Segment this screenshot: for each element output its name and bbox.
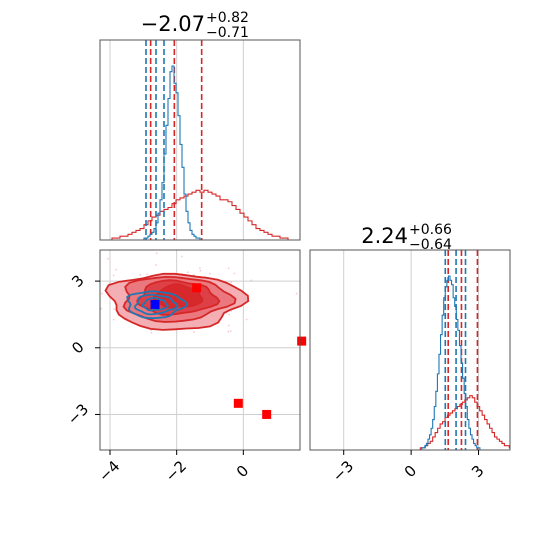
red-marker-1 xyxy=(233,398,243,408)
x1-x2-joint-panel: −4 −2 0 −3 0 3 xyxy=(64,249,307,485)
scatter-point xyxy=(155,264,157,267)
scatter-point xyxy=(180,255,183,258)
scatter-point xyxy=(229,330,232,333)
x-tick-label: 3 xyxy=(468,462,487,481)
x2-marginal-histograms xyxy=(417,250,510,450)
x1-title-minus: −0.71 xyxy=(206,25,249,41)
scatter-point xyxy=(101,292,103,295)
x2-marginal-panel: −3 0 3 2.24 +0.66 −0.64 xyxy=(309,222,511,485)
scatter-point xyxy=(245,318,248,321)
scatter-point xyxy=(87,346,89,348)
x2-title-minus: −0.64 xyxy=(409,237,452,253)
joint-x-ticks: −4 −2 0 xyxy=(95,450,252,485)
blue-contours xyxy=(126,290,189,320)
x2-title-plus: +0.66 xyxy=(409,222,452,238)
scatter-point xyxy=(295,292,298,295)
scatter-point xyxy=(108,282,111,284)
blue-marker-0 xyxy=(150,299,160,309)
x2-marginal-x-ticks: −3 0 3 xyxy=(329,450,488,485)
scatter-point xyxy=(228,313,231,316)
scatter-point xyxy=(198,266,201,269)
x1-hist-series-1 xyxy=(100,65,300,240)
scatter-point xyxy=(227,324,230,327)
x-tick-label: −2 xyxy=(162,457,190,485)
x1-marginal-histograms xyxy=(100,40,300,240)
x1-marginal-frame xyxy=(99,39,301,241)
x1-marginal-grid xyxy=(109,40,244,240)
scatter-point xyxy=(115,268,118,271)
scatter-point xyxy=(199,269,202,272)
x1-hist-series-0 xyxy=(100,189,300,240)
y-tick-label: 3 xyxy=(68,271,87,290)
scatter-point xyxy=(139,273,142,276)
scatter-point xyxy=(227,267,230,270)
scatter-point xyxy=(112,274,115,277)
blue-contour-level-1 xyxy=(134,293,179,316)
joint-y-ticks: −3 0 3 xyxy=(64,271,100,429)
x2-marginal-frame xyxy=(309,249,511,451)
blue-contour-level-2 xyxy=(141,297,169,312)
red-marker-3 xyxy=(297,336,307,346)
scatter-point xyxy=(209,272,211,275)
scatter-point xyxy=(155,252,158,255)
x2-title-value: 2.24 xyxy=(361,224,408,248)
x-tick-label: 0 xyxy=(233,462,252,481)
x1-title-value: −2.07 xyxy=(141,12,205,36)
x-tick-label: 0 xyxy=(401,462,420,481)
x2-marginal-grid xyxy=(343,250,480,450)
scatter-point xyxy=(112,318,115,321)
joint-markers xyxy=(150,283,307,419)
red-marker-0 xyxy=(192,283,202,293)
x2-hist-series-0 xyxy=(417,395,510,450)
scatter-point xyxy=(193,331,195,333)
x-tick-label: −3 xyxy=(329,457,357,485)
y-tick-label: 0 xyxy=(68,338,87,357)
x2-hist-series-1 xyxy=(420,275,499,450)
scatter-point xyxy=(150,331,153,334)
x1-marginal-title: −2.07 +0.82 −0.71 xyxy=(141,10,249,41)
x2-marginal-title: 2.24 +0.66 −0.64 xyxy=(361,222,452,253)
red-marker-2 xyxy=(262,409,272,419)
joint-frame xyxy=(99,249,301,451)
scatter-point xyxy=(186,271,189,274)
scatter-point xyxy=(227,330,230,333)
scatter-point xyxy=(146,273,149,275)
red-contours xyxy=(104,272,250,331)
blue-contour-level-0 xyxy=(126,290,189,320)
scatter-point xyxy=(233,272,236,275)
scatter-point xyxy=(113,308,115,310)
x1-marginal-panel: −2.07 +0.82 −0.71 xyxy=(99,10,301,241)
x1-title-plus: +0.82 xyxy=(206,10,249,26)
scatter-point xyxy=(230,281,233,284)
x-tick-label: −4 xyxy=(95,457,123,485)
y-tick-label: −3 xyxy=(64,400,92,428)
scatter-point xyxy=(250,279,253,282)
scatter-point xyxy=(100,307,103,310)
scatter-point xyxy=(107,257,109,260)
